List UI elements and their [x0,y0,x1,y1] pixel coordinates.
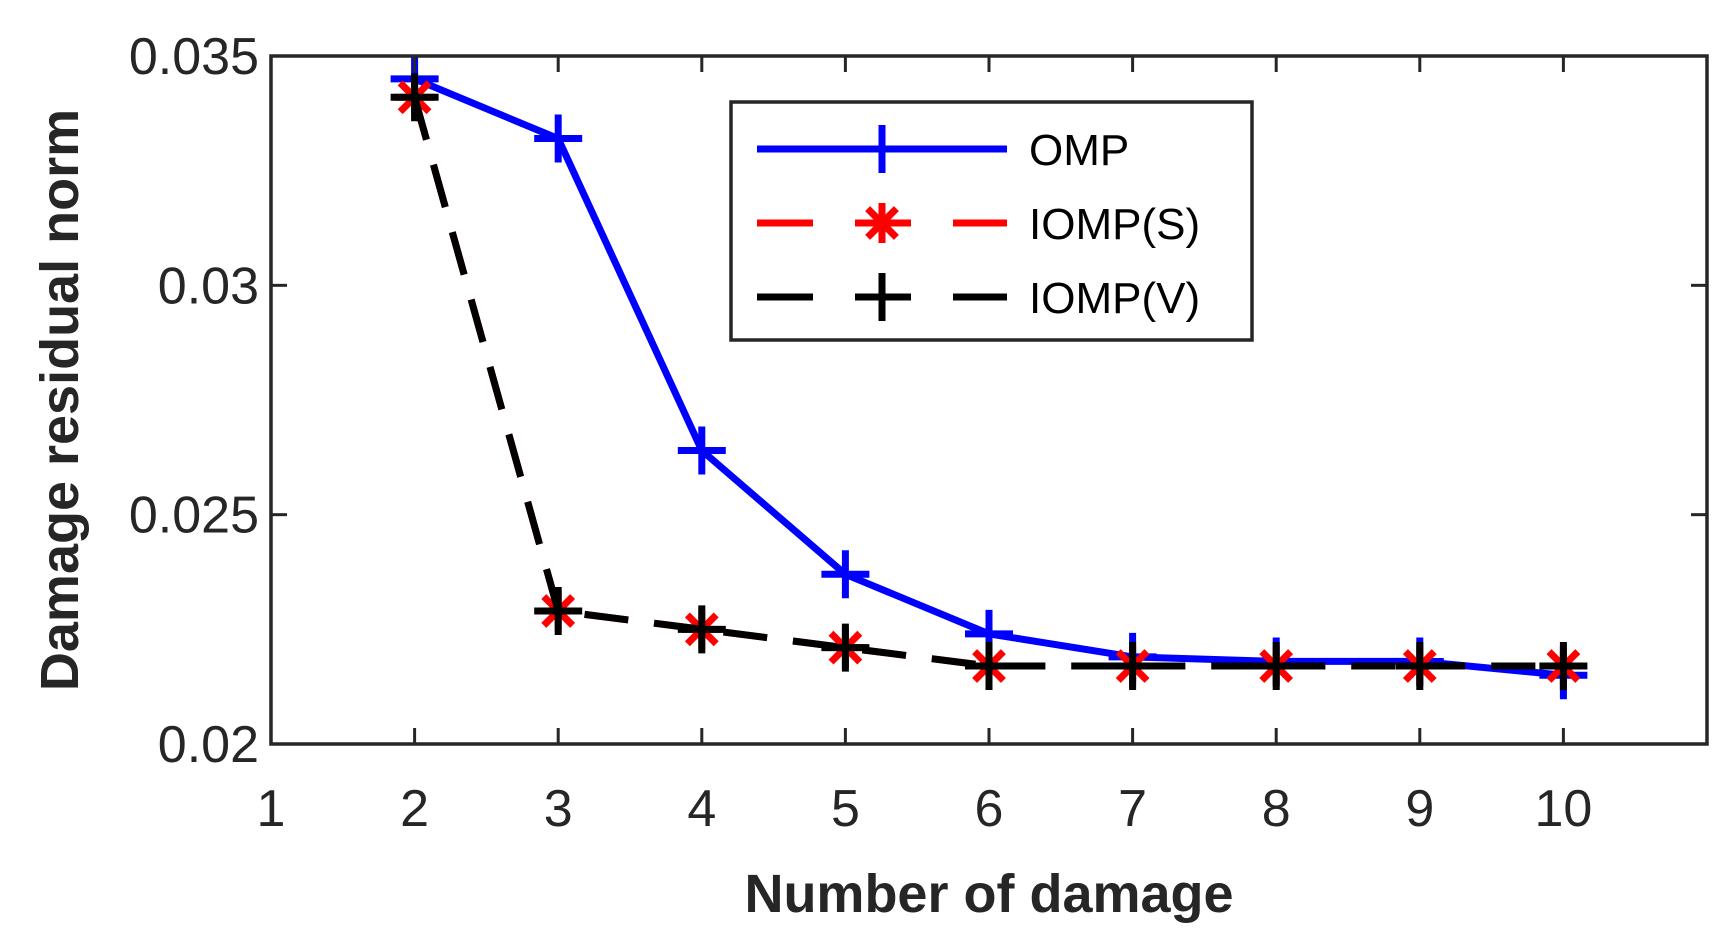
x-tick-label: 10 [1534,780,1592,838]
y-axis-title: Damage residual norm [30,109,90,691]
y-tick-label: 0.02 [158,716,259,774]
data-point [1539,642,1588,691]
x-tick-label: 7 [1118,780,1147,838]
data-point [534,586,583,635]
data-point [390,73,439,122]
data-point [677,605,726,654]
x-tick-label: 2 [400,780,429,838]
data-point [1252,642,1301,691]
series-iomp-v- [390,73,1588,691]
x-tick-label: 5 [831,780,860,838]
legend-item: OMP [757,125,1129,175]
data-point [821,550,870,599]
y-tick-label: 0.03 [158,257,259,315]
axes-layer: 1 2 3 4 5 6 7 8 9 10 0.02 0.025 0.03 0.035 [129,28,1709,838]
legend-label: IOMP(S) [1029,200,1200,249]
x-tick-label: 3 [544,780,573,838]
y-tick-label: 0.025 [129,487,259,545]
y-tick-label: 0.035 [129,28,259,86]
data-point [1395,642,1444,691]
legend-item: IOMP(S) [757,200,1200,249]
x-tick-label: 6 [975,780,1004,838]
legend-marker [858,125,906,173]
series-line [411,96,1564,670]
data-point [821,623,870,672]
x-tick-label: 9 [1405,780,1434,838]
legend-label: IOMP(V) [1029,274,1200,323]
legend-label: OMP [1029,126,1129,175]
legend-marker [862,203,902,243]
data-point [1108,642,1157,691]
data-point [965,642,1013,691]
x-axis-title: Number of damage [744,864,1233,924]
data-point [534,114,583,163]
x-tick-label: 1 [257,780,286,838]
series-layer [390,54,1588,700]
legend: OMP IOMP(S) IOMP(V) [729,100,1254,342]
data-point [677,426,726,475]
legend-marker [858,273,906,321]
legend-item: IOMP(V) [757,273,1200,323]
x-tick-label: 4 [687,780,716,838]
x-tick-label: 8 [1262,780,1291,838]
